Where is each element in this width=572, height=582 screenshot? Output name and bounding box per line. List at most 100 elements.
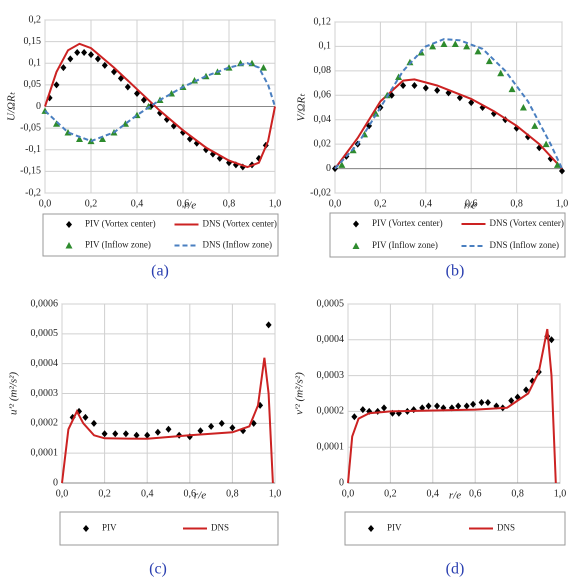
legend-label: PIV (Inflow zone) — [372, 240, 438, 250]
x-tick-label: 0,4 — [427, 488, 440, 499]
plot-area — [347, 303, 561, 484]
legend-label: PIV (Vortex center) — [85, 219, 156, 229]
y-tick-label: 0,2 — [29, 14, 42, 25]
x-axis-label: r/e — [449, 490, 461, 502]
x-tick-label: 0,0 — [329, 198, 342, 209]
y-tick-label: 0,0002 — [31, 418, 59, 429]
y-tick-label: 0 — [36, 101, 41, 112]
data-point — [531, 122, 539, 129]
data-point — [381, 404, 388, 412]
data-point — [112, 430, 119, 438]
data-point — [372, 110, 380, 117]
data-point — [497, 69, 505, 77]
y-tick-label: 0,0001 — [317, 441, 345, 452]
data-point — [82, 413, 89, 421]
x-tick-label: 0,4 — [131, 198, 144, 209]
legend-box — [59, 511, 279, 546]
x-tick-label: 1,0 — [269, 198, 282, 209]
data-point — [154, 428, 161, 436]
x-tick-label: 1,0 — [554, 488, 567, 499]
y-tick-label: -0,15 — [20, 166, 41, 177]
data-point — [425, 402, 432, 410]
legend-label: DNS (Vortex center) — [203, 219, 277, 229]
data-point — [90, 419, 97, 427]
x-tick-label: 0,6 — [465, 198, 478, 209]
data-point — [400, 82, 407, 90]
legend-marker — [83, 525, 89, 532]
data-point — [429, 42, 437, 50]
data-point — [484, 398, 491, 406]
x-axis-label: r/e — [464, 200, 476, 212]
x-tick-label: 0,2 — [374, 198, 387, 209]
y-tick-label: 0 — [339, 477, 344, 488]
data-point — [519, 104, 527, 111]
y-tick-label: -0,02 — [310, 187, 331, 198]
legend-label: DNS — [211, 523, 229, 533]
data-line — [334, 38, 563, 170]
data-point — [144, 431, 151, 439]
data-line — [334, 78, 563, 170]
data-point — [338, 161, 346, 168]
x-tick-label: 0,8 — [511, 488, 524, 499]
x-tick-label: 1,0 — [269, 488, 282, 499]
y-tick-label: 0,0005 — [317, 298, 345, 309]
data-point — [411, 82, 418, 90]
data-point — [451, 40, 459, 47]
data-point — [94, 55, 101, 63]
y-tick-label: 0,02 — [314, 138, 332, 149]
data-point — [218, 419, 225, 427]
x-axis-label: r/e — [194, 490, 206, 502]
data-point — [76, 135, 83, 142]
data-point — [434, 402, 441, 410]
data-point — [523, 386, 530, 394]
data-point — [463, 402, 470, 410]
y-axis-label: V/ΩRₜ — [296, 93, 308, 121]
legend-label: PIV (Inflow zone) — [85, 240, 151, 250]
data-point — [468, 99, 475, 107]
x-tick-label: 0,0 — [56, 488, 69, 499]
x-tick-label: 0,4 — [141, 488, 154, 499]
data-line — [347, 328, 557, 484]
data-point — [485, 57, 493, 65]
legend-marker — [66, 221, 72, 228]
data-point — [165, 425, 172, 433]
y-tick-label: 0,0003 — [317, 370, 345, 381]
x-tick-label: 0,6 — [469, 488, 482, 499]
y-tick-label: 0,12 — [314, 16, 332, 27]
data-point — [474, 47, 482, 55]
caption: (a) — [151, 263, 169, 280]
legend-label: PIV — [102, 523, 117, 533]
data-point — [553, 161, 561, 168]
legend-marker — [352, 242, 360, 249]
x-tick-label: 0,8 — [510, 198, 523, 209]
legend-marker — [65, 242, 73, 249]
x-tick-label: 0,8 — [223, 198, 236, 209]
x-tick-label: 0,8 — [226, 488, 239, 499]
data-point — [440, 40, 448, 47]
y-tick-label: 0,15 — [24, 36, 42, 47]
y-tick-label: 0,0006 — [31, 298, 59, 309]
x-tick-label: 0,0 — [342, 488, 355, 499]
data-point — [548, 336, 555, 344]
y-tick-label: -0,05 — [20, 122, 41, 133]
y-tick-label: 0,05 — [24, 79, 42, 90]
data-point — [53, 120, 60, 127]
data-point — [208, 422, 215, 430]
x-tick-label: 0,2 — [384, 488, 397, 499]
y-tick-label: 0 — [326, 163, 331, 174]
y-tick-label: 0,0002 — [317, 406, 345, 417]
data-point — [542, 140, 550, 148]
caption: (b) — [446, 263, 465, 280]
data-point — [260, 64, 267, 71]
y-tick-label: 0,04 — [314, 114, 332, 125]
data-point — [359, 406, 366, 414]
legend-box — [329, 212, 566, 258]
y-tick-label: 0,0004 — [31, 358, 59, 369]
data-point — [74, 48, 81, 56]
x-tick-label: 0,2 — [98, 488, 111, 499]
data-line — [61, 357, 274, 484]
data-point — [197, 427, 204, 435]
data-point — [101, 61, 108, 69]
